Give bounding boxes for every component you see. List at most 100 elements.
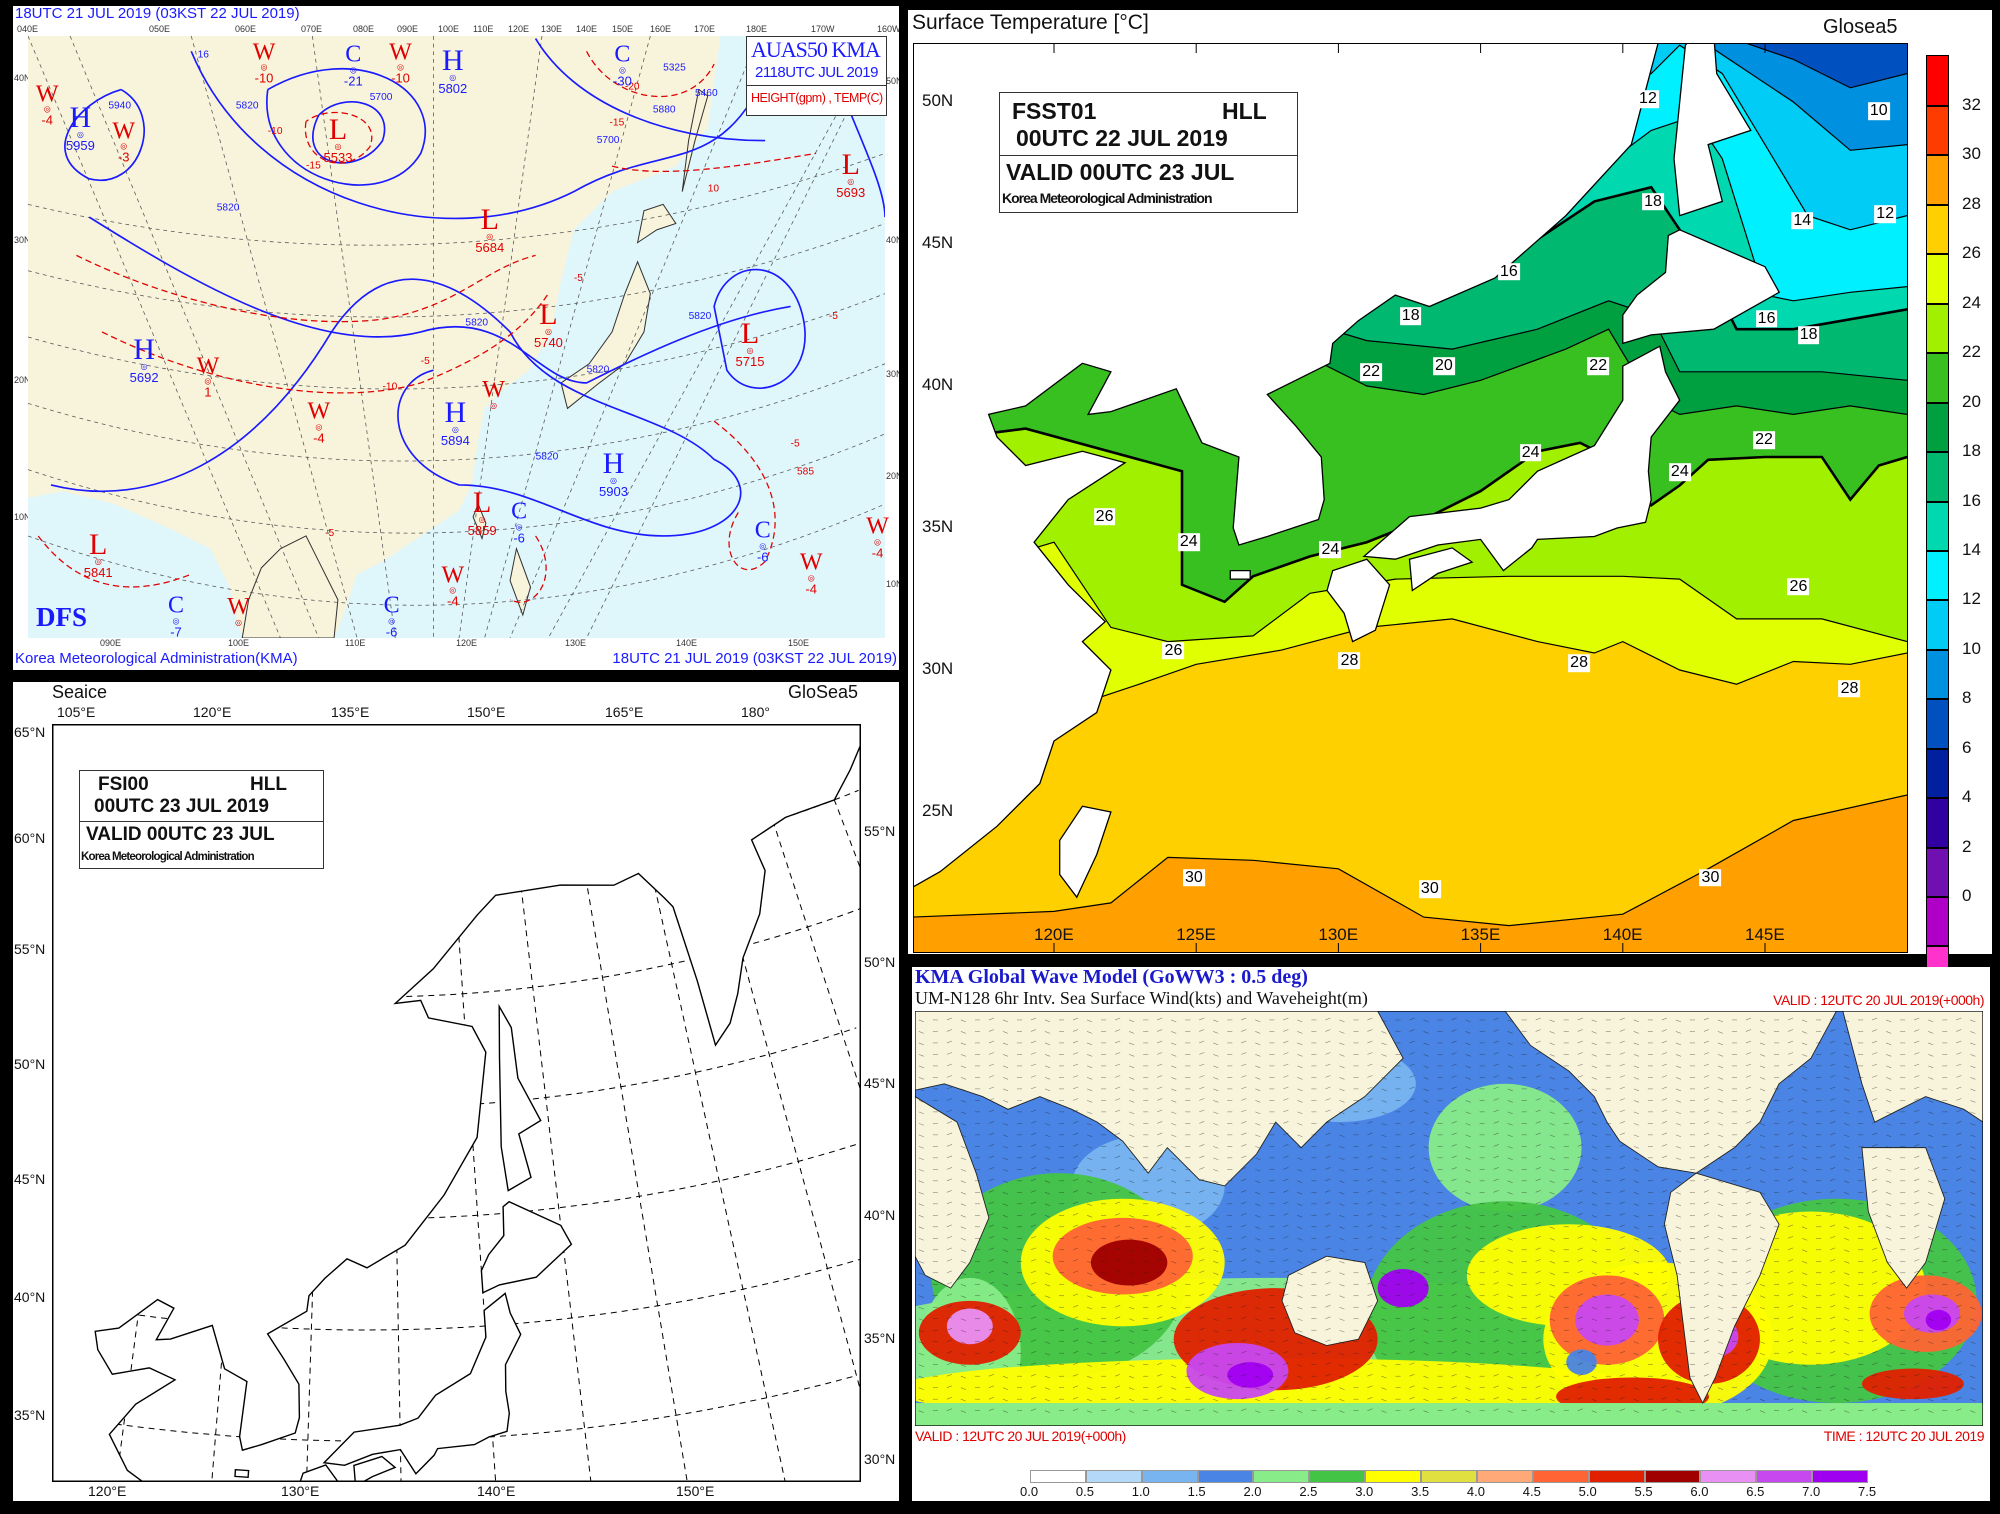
wind-barb: [1829, 1316, 1836, 1320]
wind-barb: [1787, 1178, 1794, 1182]
wind-barb: [918, 1375, 925, 1379]
wind-barb: [1465, 1238, 1471, 1241]
wind-barb: [1339, 1042, 1345, 1046]
wind-barb: [1129, 1111, 1135, 1115]
wind-barb: [1199, 1328, 1205, 1331]
wind-barb: [1914, 1063, 1920, 1067]
wind-barb: [1843, 1272, 1850, 1275]
wind-barb: [1507, 1134, 1513, 1138]
wind-barb: [1577, 1075, 1583, 1078]
colorbar-swatch: [1421, 1470, 1477, 1483]
top-lon-label: 165°E: [605, 704, 644, 720]
wind-barb: [946, 1109, 953, 1113]
wind-barb: [1157, 1132, 1163, 1136]
wind-barb: [1325, 1121, 1331, 1124]
contour-label: 5820: [536, 451, 559, 462]
wind-barb: [1297, 1157, 1303, 1161]
wind-barb: [1072, 1339, 1079, 1342]
wind-barb: [1745, 1029, 1752, 1032]
wind-barb: [1872, 1328, 1878, 1331]
wind-barb: [1914, 1155, 1920, 1159]
isotherm-10: [1743, 43, 1908, 89]
wind-barb: [1787, 1259, 1794, 1262]
wind-barb: [1872, 1190, 1878, 1193]
wind-barb: [1129, 1203, 1135, 1206]
wind-barb: [1717, 1341, 1724, 1344]
wind-barb: [1759, 1398, 1766, 1402]
wind-barb: [1072, 1167, 1079, 1170]
wind-barb: [1970, 1215, 1976, 1218]
wind-barb: [1535, 1385, 1541, 1388]
wind-barb: [1745, 1040, 1752, 1044]
wind-barb: [1717, 1100, 1724, 1103]
contour-label: 5940: [108, 101, 131, 112]
contour-label: -15: [306, 161, 321, 172]
wind-barb: [1970, 1283, 1976, 1287]
wind-barb: [1717, 1019, 1724, 1023]
wind-barb: [1367, 1017, 1373, 1021]
wind-barb: [1956, 1063, 1962, 1067]
wind-barb: [1928, 1203, 1934, 1206]
wind-barb: [1423, 1364, 1429, 1367]
wind-barb: [1591, 1042, 1597, 1046]
wind-barb: [1843, 1364, 1850, 1367]
wind-barb: [1297, 1019, 1303, 1023]
wind-barb: [1507, 1261, 1513, 1264]
wind-barb: [1465, 1146, 1471, 1149]
contour-label: 5325: [663, 62, 686, 73]
isotherm-label: 30: [1699, 868, 1722, 887]
wind-barb: [1829, 1259, 1836, 1262]
colorbar-label: 5.0: [1578, 1484, 1597, 1499]
colorbar-swatch: [1926, 847, 1949, 897]
wind-barb: [1970, 1226, 1976, 1229]
wind-barb: [1381, 1042, 1387, 1046]
wind-barb: [1535, 1305, 1541, 1308]
wind-barb: [1409, 1282, 1415, 1285]
wind-barb: [1213, 1134, 1219, 1138]
wind-barb: [1409, 1190, 1415, 1193]
wind-barb: [1157, 1293, 1163, 1297]
wind-barb: [1872, 1098, 1878, 1101]
wind-barb: [1745, 1385, 1752, 1388]
wind-barb: [1843, 1088, 1850, 1092]
wind-barb: [918, 1306, 925, 1310]
wind-barb: [1325, 1224, 1331, 1228]
wind-barb: [1577, 1121, 1583, 1124]
center-dot-icon: ◎: [515, 522, 523, 532]
wind-barb: [1325, 1017, 1331, 1021]
latitude-gridline: [28, 293, 885, 390]
wind-barb: [1002, 1295, 1009, 1298]
colorbar-swatch: [1926, 402, 1949, 453]
wind-barb: [1717, 1375, 1724, 1379]
top-lon-label: 135°E: [331, 704, 370, 720]
wind-barb: [1843, 1180, 1850, 1184]
wind-barb: [918, 1352, 925, 1356]
wind-barb: [1928, 1318, 1934, 1321]
wind-barb: [1171, 1341, 1177, 1344]
wind-barb: [960, 1306, 967, 1310]
lat-label: 50N: [922, 91, 954, 110]
wind-barb: [1886, 1238, 1892, 1241]
right-lat-label: 50N: [886, 76, 899, 86]
wind-barb: [1381, 1077, 1387, 1080]
wind-barb: [1872, 1362, 1878, 1365]
wind-barb: [1591, 1249, 1597, 1252]
wind-barb: [1129, 1019, 1135, 1023]
wind-barb: [1002, 1100, 1009, 1103]
wind-barb: [918, 1318, 925, 1321]
wind-barb: [1451, 1351, 1457, 1354]
wind-barb: [1577, 1063, 1583, 1067]
wind-barb: [1044, 1387, 1051, 1390]
wind-barb: [1002, 1387, 1009, 1390]
wind-barb: [1409, 1063, 1415, 1067]
wind-barb: [1423, 1238, 1429, 1241]
wind-barb: [1451, 1328, 1457, 1331]
wind-barb: [1745, 1362, 1752, 1365]
colorbar-swatch: [1926, 798, 1949, 848]
wind-barb: [1297, 1261, 1303, 1264]
wind-barb: [1886, 1054, 1892, 1057]
wind-barb: [1465, 1111, 1471, 1115]
colorbar-label: 4.5: [1522, 1484, 1541, 1499]
wind-barb: [1086, 1100, 1093, 1103]
wind-barb: [1549, 1065, 1555, 1069]
